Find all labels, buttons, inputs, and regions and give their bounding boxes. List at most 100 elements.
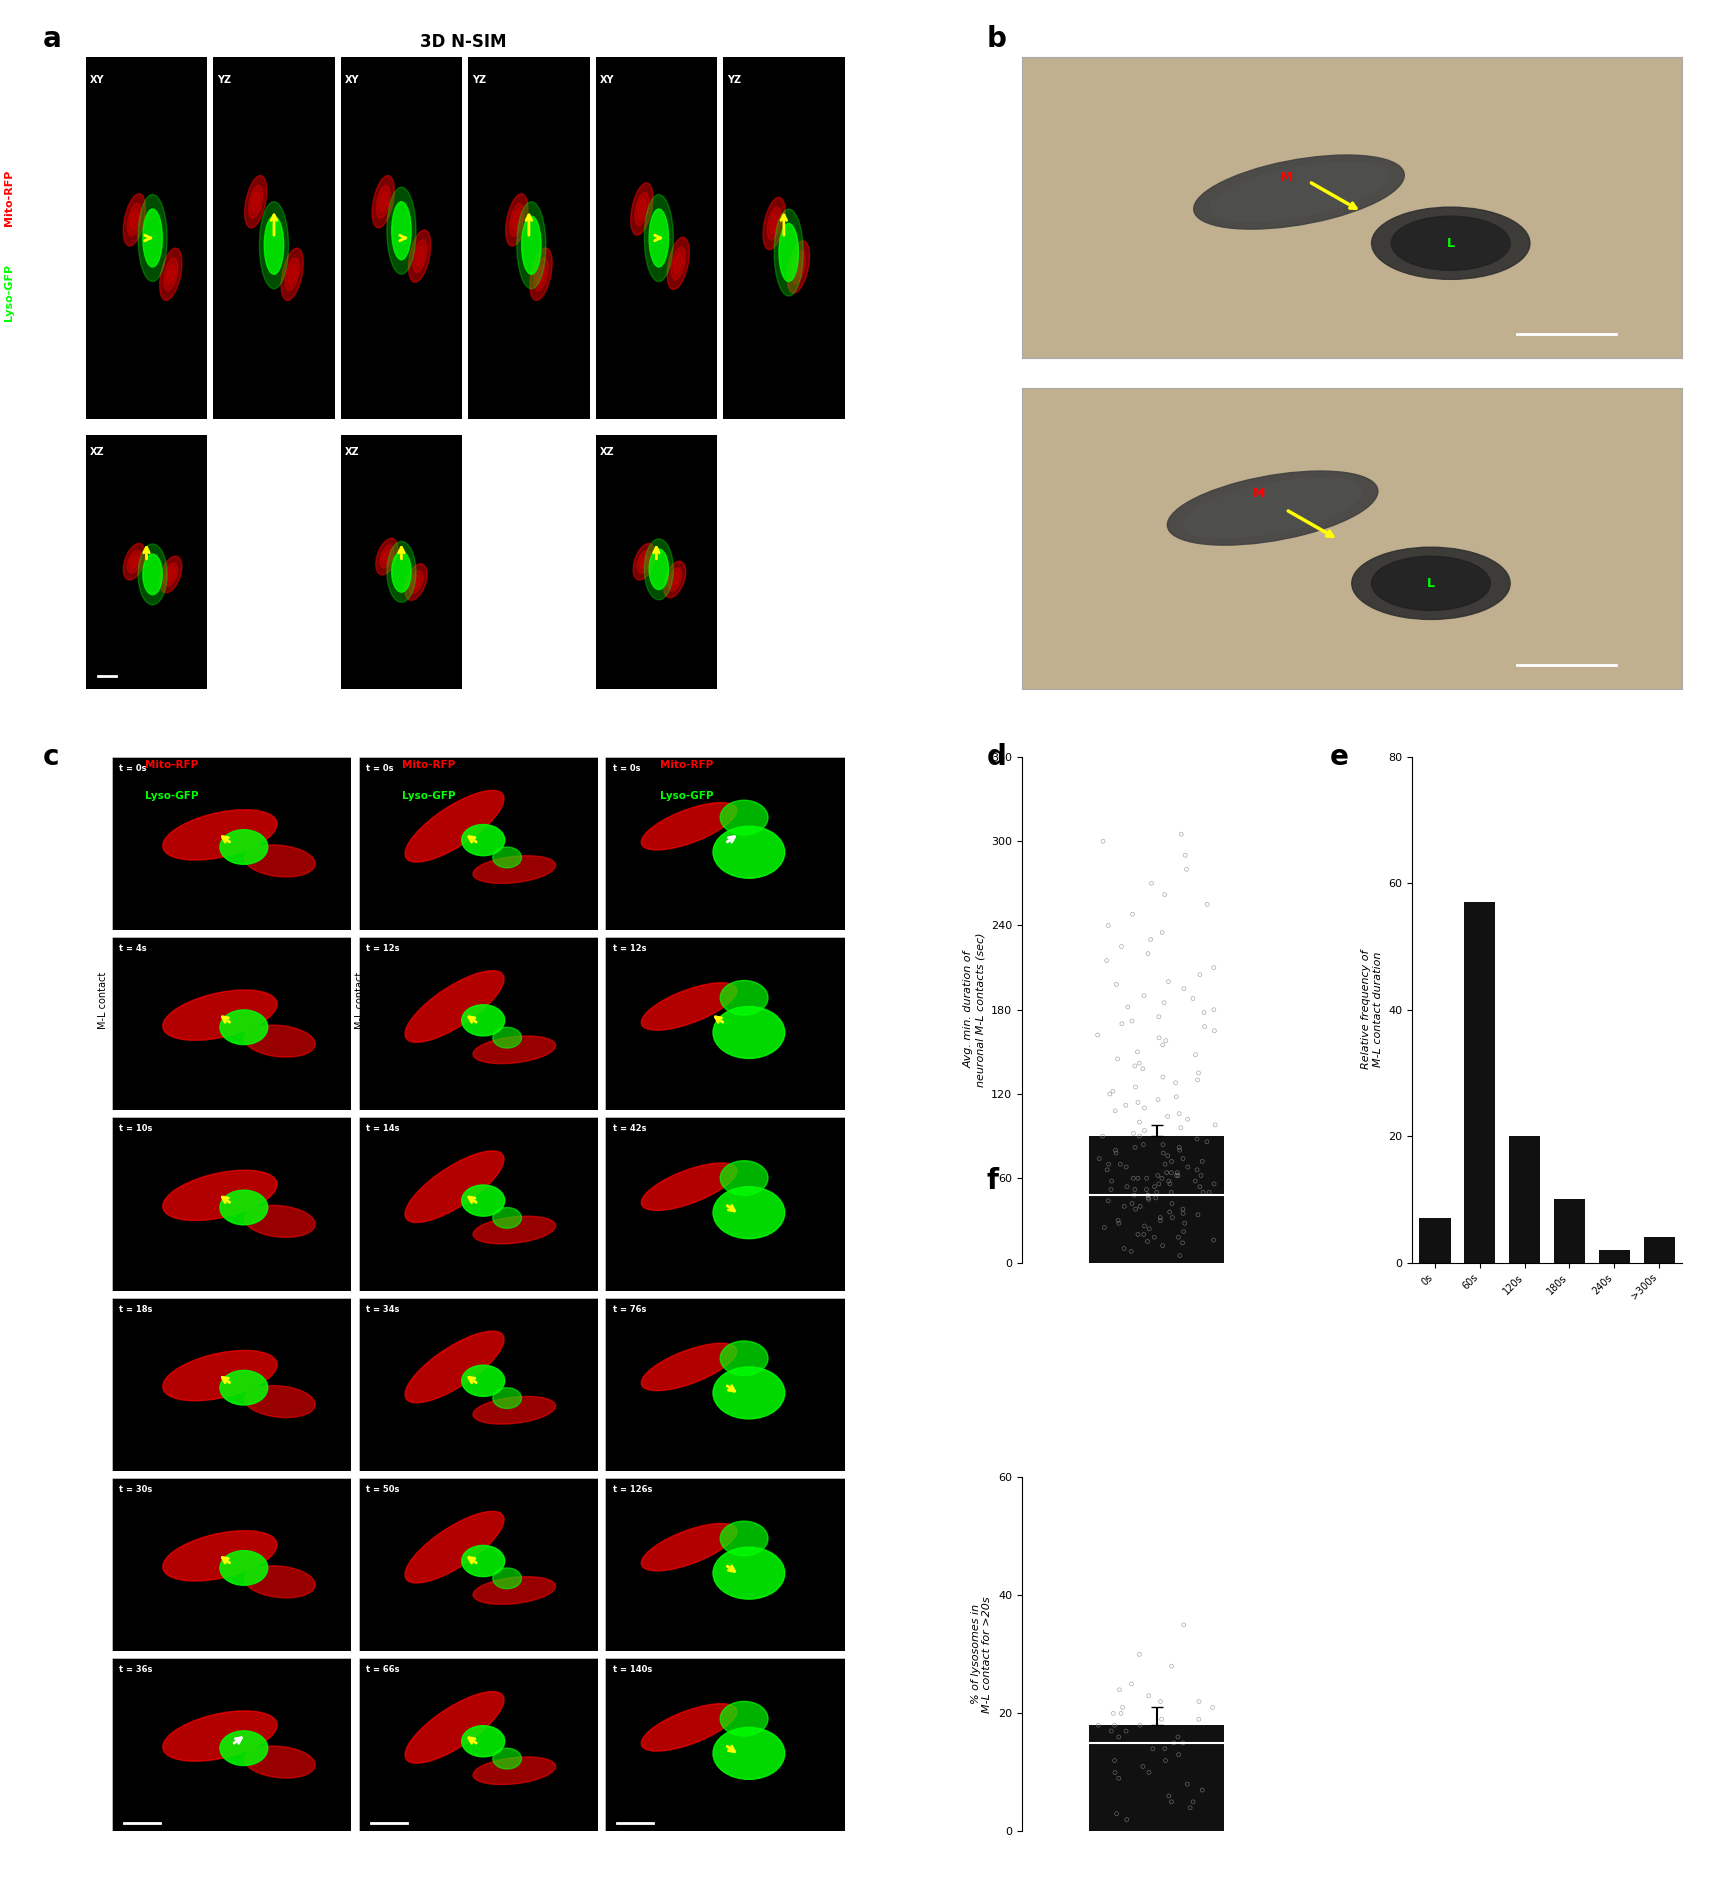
Point: [1141, 1222, 1169, 1252]
Ellipse shape: [1184, 478, 1363, 538]
Point: [1186, 959, 1213, 989]
Point: [1174, 1152, 1201, 1182]
Text: L: L: [1428, 578, 1435, 589]
Point: [1110, 1233, 1138, 1263]
Text: t = 50s: t = 50s: [366, 1484, 400, 1493]
Point: [1131, 980, 1158, 1010]
Text: t = 34s: t = 34s: [366, 1305, 400, 1314]
Text: M-L contact: M-L contact: [98, 972, 108, 1029]
Circle shape: [137, 194, 166, 281]
Circle shape: [721, 980, 769, 1016]
Point: [1134, 1180, 1162, 1210]
Text: XZ: XZ: [89, 447, 105, 457]
Point: [1165, 1135, 1193, 1165]
Point: [1151, 880, 1179, 910]
Point: [1088, 1121, 1115, 1152]
Circle shape: [462, 825, 505, 855]
Point: [1167, 1112, 1194, 1142]
Point: [1134, 1182, 1162, 1212]
Point: [1136, 1214, 1163, 1244]
Point: [1107, 1150, 1134, 1180]
Point: [1145, 1003, 1172, 1033]
Ellipse shape: [474, 1758, 556, 1784]
Ellipse shape: [795, 257, 803, 278]
Point: [1158, 1157, 1186, 1188]
Point: [1151, 1025, 1179, 1055]
Point: [1119, 899, 1146, 929]
Point: [1133, 1174, 1160, 1205]
Ellipse shape: [163, 810, 276, 861]
Point: [1124, 1087, 1151, 1118]
Point: [1131, 1093, 1158, 1123]
Point: [1102, 1711, 1129, 1741]
Point: [1134, 1227, 1162, 1257]
Ellipse shape: [383, 549, 391, 563]
Point: [1145, 1084, 1172, 1114]
Circle shape: [649, 549, 669, 589]
Point: [1134, 938, 1162, 969]
Point: [1199, 995, 1227, 1025]
Point: [1186, 1172, 1213, 1203]
Point: [1191, 997, 1218, 1027]
Ellipse shape: [405, 1692, 505, 1763]
Ellipse shape: [130, 210, 139, 230]
Ellipse shape: [163, 1350, 276, 1401]
Ellipse shape: [288, 264, 297, 283]
Circle shape: [721, 1340, 769, 1376]
Point: [1184, 1155, 1211, 1186]
Text: Lyso-GFP: Lyso-GFP: [144, 791, 199, 801]
Text: Mito-RFP: Mito-RFP: [3, 170, 14, 227]
Point: [1163, 1157, 1191, 1188]
Circle shape: [1352, 548, 1510, 619]
Circle shape: [220, 1731, 268, 1765]
Point: [1138, 868, 1165, 899]
Text: t = 36s: t = 36s: [120, 1665, 153, 1675]
Ellipse shape: [791, 251, 805, 283]
Point: [1098, 1716, 1126, 1746]
Text: t = 0s: t = 0s: [613, 765, 640, 772]
Text: M-L contact: M-L contact: [355, 972, 366, 1029]
Ellipse shape: [642, 1163, 736, 1210]
Circle shape: [714, 1728, 784, 1778]
Text: Lyso-GFP: Lyso-GFP: [659, 791, 714, 801]
Point: [1170, 1208, 1198, 1239]
Ellipse shape: [405, 1331, 505, 1403]
Point: [1157, 1169, 1184, 1199]
Ellipse shape: [249, 185, 263, 219]
Point: [1105, 1675, 1133, 1705]
Point: [1102, 1138, 1129, 1169]
Point: [1199, 952, 1227, 982]
Point: [1189, 1775, 1217, 1805]
Text: YZ: YZ: [216, 76, 232, 85]
Circle shape: [142, 210, 163, 266]
Circle shape: [1371, 208, 1531, 279]
Point: [1131, 1210, 1158, 1240]
Point: [1114, 1172, 1141, 1203]
Point: [1105, 1763, 1133, 1794]
Point: [1143, 1178, 1170, 1208]
Circle shape: [774, 210, 803, 296]
Point: [1093, 1155, 1121, 1186]
Ellipse shape: [163, 1531, 276, 1580]
Ellipse shape: [127, 549, 141, 574]
Circle shape: [264, 217, 283, 274]
Ellipse shape: [127, 204, 141, 236]
Ellipse shape: [674, 253, 683, 274]
Ellipse shape: [166, 264, 175, 283]
Ellipse shape: [474, 855, 556, 884]
Point: [1199, 1225, 1227, 1256]
Circle shape: [492, 1027, 522, 1048]
Ellipse shape: [160, 247, 182, 300]
Circle shape: [391, 202, 412, 261]
Ellipse shape: [668, 238, 690, 289]
Ellipse shape: [405, 791, 505, 863]
Point: [1121, 1180, 1148, 1210]
Point: [1114, 991, 1141, 1021]
Ellipse shape: [642, 984, 736, 1031]
Circle shape: [714, 1188, 784, 1239]
Circle shape: [649, 210, 669, 266]
Ellipse shape: [244, 1386, 316, 1418]
Circle shape: [492, 1388, 522, 1408]
Point: [1098, 1076, 1126, 1106]
Text: M: M: [1253, 487, 1266, 500]
